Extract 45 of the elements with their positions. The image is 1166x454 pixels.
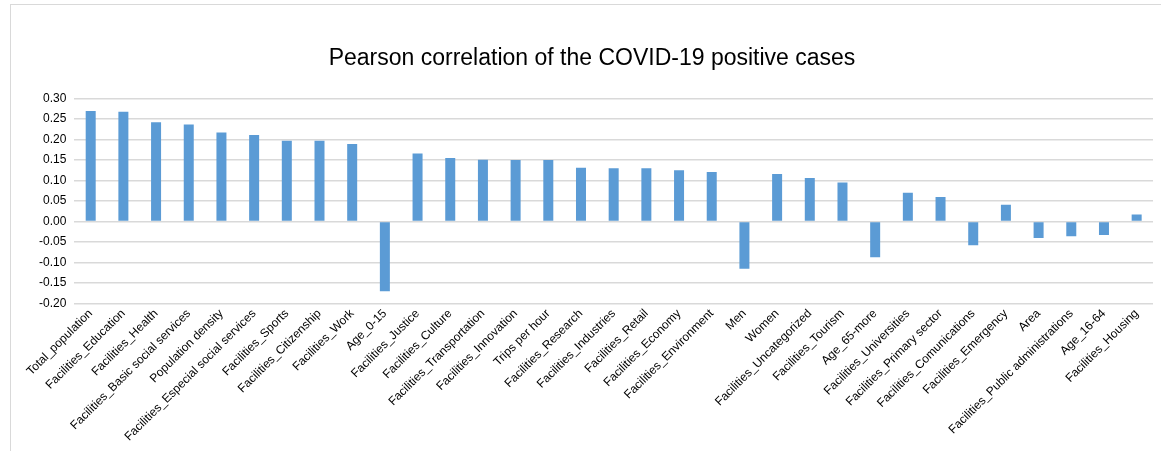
y-tick-label: 0.25 (42, 111, 67, 126)
y-tick-label: 0.05 (42, 193, 67, 208)
bar (183, 124, 194, 221)
y-tick-label: 0.10 (42, 172, 67, 187)
bar (151, 122, 162, 221)
bar (837, 182, 848, 221)
bar (379, 222, 390, 292)
chart-title: Pearson correlation of the COVID-19 positive cases (328, 44, 856, 71)
y-tick-label: 0.30 (42, 90, 67, 105)
bar (902, 192, 913, 221)
bar (314, 140, 325, 221)
y-tick-label: -0.10 (38, 254, 67, 269)
bar (412, 153, 423, 221)
y-tick-label: 0.00 (42, 213, 67, 228)
bar (477, 159, 488, 221)
bar (85, 110, 96, 221)
bar (1131, 214, 1142, 221)
bar (870, 222, 881, 258)
bar (935, 196, 946, 221)
bar (1066, 222, 1077, 237)
bar (968, 222, 979, 246)
y-tick-label: -0.20 (38, 295, 67, 310)
y-tick-label: -0.15 (38, 275, 67, 290)
bar (1098, 222, 1109, 236)
bar (608, 168, 619, 221)
bar (674, 170, 685, 221)
bar (510, 160, 521, 221)
bar (281, 140, 292, 221)
bar (118, 111, 129, 221)
y-tick-label: 0.15 (42, 152, 67, 167)
y-tick-label: 0.20 (42, 131, 67, 146)
bar (641, 168, 652, 221)
bar (739, 222, 750, 269)
bar (575, 167, 586, 221)
bar (445, 158, 456, 221)
bar (249, 135, 260, 221)
bar (543, 160, 554, 221)
bar (706, 171, 717, 221)
bar (804, 178, 815, 221)
bar (772, 174, 783, 221)
bar (1000, 204, 1011, 221)
bar (347, 144, 358, 221)
bar (1033, 222, 1044, 238)
y-tick-label: -0.05 (38, 234, 67, 249)
bar (216, 132, 227, 221)
